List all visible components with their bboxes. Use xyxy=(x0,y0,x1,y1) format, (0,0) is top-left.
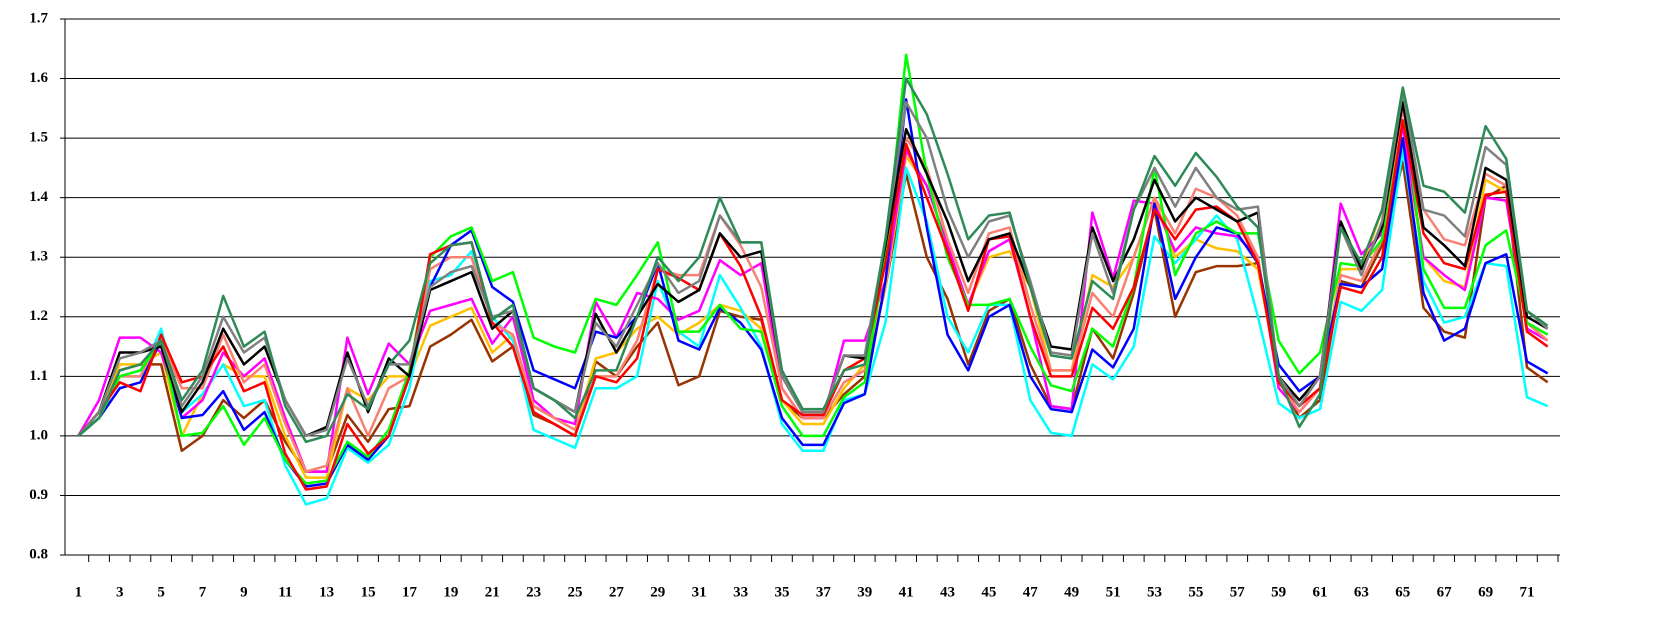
x-tick-label: 55 xyxy=(1188,584,1203,600)
x-tick-label: 23 xyxy=(526,584,541,600)
x-tick-label: 33 xyxy=(733,584,748,600)
x-tick-label: 11 xyxy=(278,584,292,600)
x-tick-label: 65 xyxy=(1395,584,1410,600)
x-tick-label: 31 xyxy=(692,584,707,600)
series-line xyxy=(77,89,1549,438)
x-tick-label: 69 xyxy=(1478,584,1493,600)
x-tick-label: 1 xyxy=(75,584,83,600)
x-tick-label: 17 xyxy=(402,584,418,600)
x-tick-label: 13 xyxy=(319,584,334,600)
series-line xyxy=(77,124,1549,473)
series-line xyxy=(77,118,1549,491)
x-tick-label: 57 xyxy=(1230,584,1246,600)
x-tick-label: 61 xyxy=(1313,584,1328,600)
y-tick-label: 0.9 xyxy=(29,487,48,503)
x-tick-label: 3 xyxy=(116,584,124,600)
x-tick-label: 59 xyxy=(1271,584,1286,600)
x-tick-label: 25 xyxy=(568,584,583,600)
y-tick-label: 1.1 xyxy=(29,368,48,384)
x-tick-label: 35 xyxy=(774,584,789,600)
x-tick-label: 67 xyxy=(1437,584,1453,600)
x-tick-label: 45 xyxy=(981,584,996,600)
series-line xyxy=(77,148,1549,506)
x-tick-label: 5 xyxy=(157,584,165,600)
series-line xyxy=(77,98,1549,488)
x-tick-label: 19 xyxy=(443,584,458,600)
x-tick-label: 41 xyxy=(899,584,914,600)
x-tick-label: 21 xyxy=(485,584,500,600)
x-tick-label: 71 xyxy=(1519,584,1534,600)
y-tick-label: 1.6 xyxy=(29,70,48,86)
y-tick-label: 1.0 xyxy=(29,427,48,443)
x-tick-label: 27 xyxy=(609,584,625,600)
x-tick-label: 7 xyxy=(199,584,207,600)
x-tick-label: 15 xyxy=(361,584,376,600)
x-tick-label: 39 xyxy=(857,584,872,600)
series-line xyxy=(77,53,1549,485)
series-line xyxy=(77,101,1549,438)
x-tick-label: 47 xyxy=(1023,584,1039,600)
y-tick-label: 1.2 xyxy=(29,308,48,324)
x-tick-label: 9 xyxy=(240,584,248,600)
y-tick-label: 1.3 xyxy=(29,249,48,265)
y-tick-label: 1.7 xyxy=(29,10,48,26)
series-line xyxy=(77,136,1549,479)
series-line xyxy=(77,77,1549,444)
x-tick-label: 51 xyxy=(1106,584,1121,600)
x-tick-label: 63 xyxy=(1354,584,1369,600)
x-tick-label: 43 xyxy=(940,584,955,600)
y-tick-label: 1.4 xyxy=(29,189,48,205)
x-tick-label: 53 xyxy=(1147,584,1162,600)
x-tick-label: 29 xyxy=(650,584,665,600)
x-tick-label: 49 xyxy=(1064,584,1079,600)
series-line xyxy=(77,107,1549,473)
y-tick-label: 0.8 xyxy=(29,546,48,562)
x-tick-label: 37 xyxy=(816,584,832,600)
y-tick-label: 1.5 xyxy=(29,130,48,146)
